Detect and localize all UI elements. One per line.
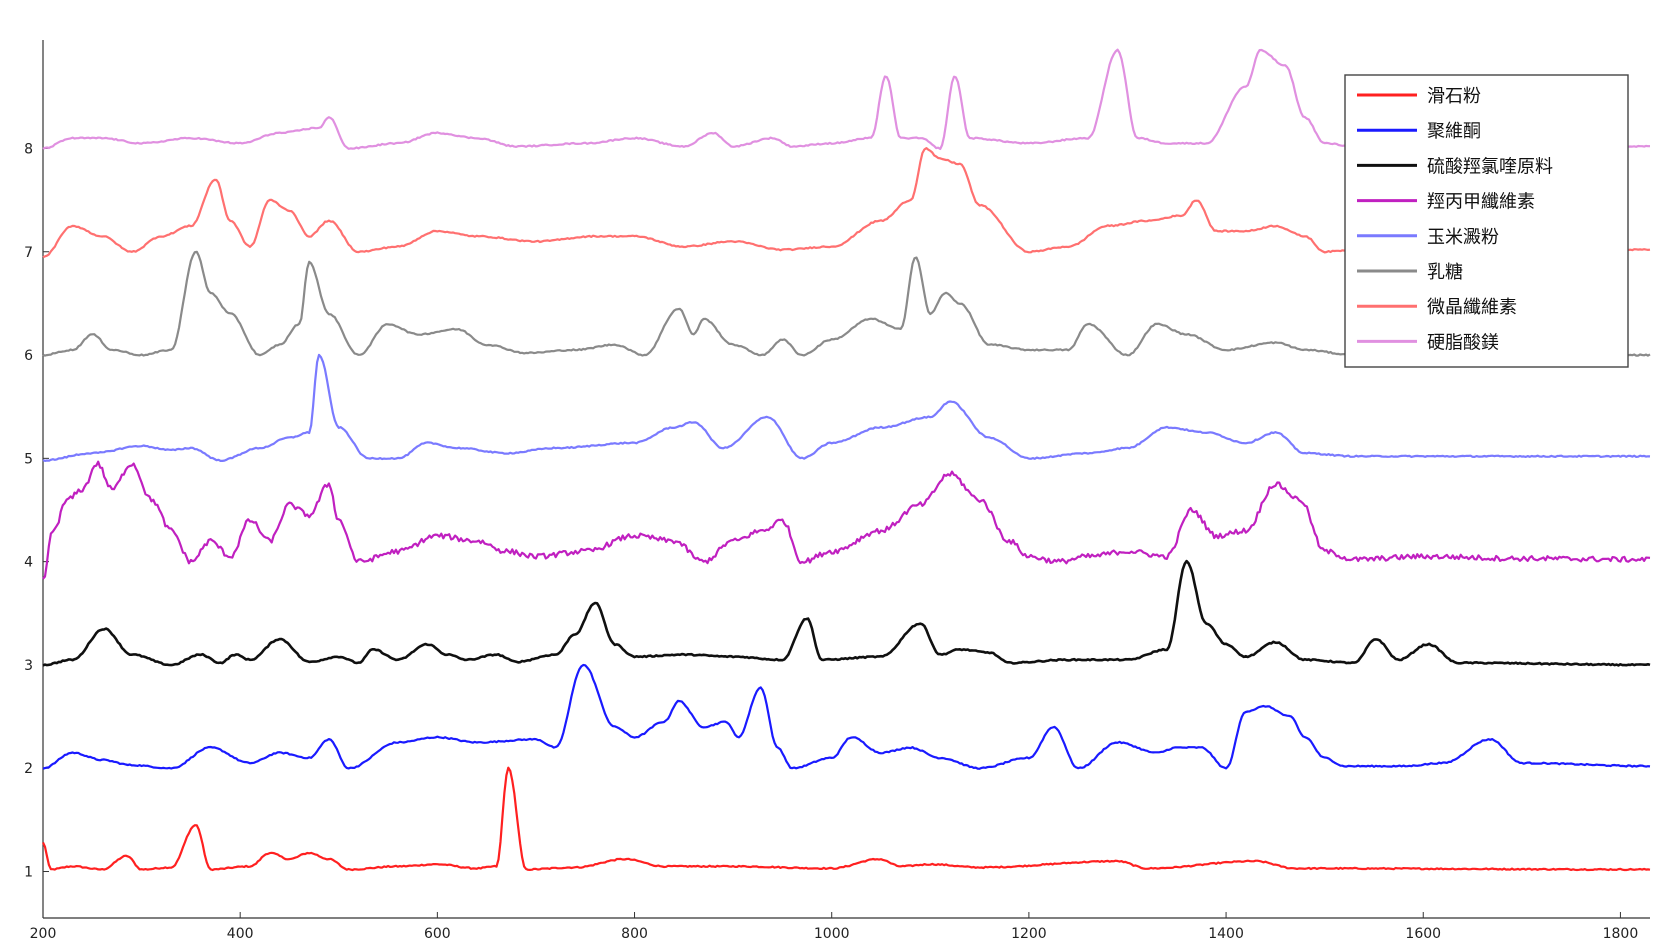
y-tick-label: 6	[24, 348, 33, 364]
series-line-5	[42, 353, 1651, 462]
legend-label: 玉米澱粉	[1427, 227, 1499, 248]
x-tick-label: 1400	[1208, 926, 1244, 942]
legend-label: 聚維酮	[1427, 121, 1481, 142]
x-tick-label: 200	[30, 926, 57, 942]
legend-label: 微晶纖維素	[1427, 297, 1517, 318]
y-tick-label: 2	[24, 761, 33, 777]
x-tick-label: 800	[621, 926, 648, 942]
legend-label: 羥丙甲纖維素	[1427, 192, 1535, 213]
x-tick-label: 600	[424, 926, 451, 942]
y-tick-label: 1	[24, 865, 33, 881]
series-line-1	[41, 766, 1651, 872]
series-line-2	[42, 663, 1651, 770]
y-tick-label: 5	[24, 451, 33, 467]
x-tick-label: 1000	[814, 926, 850, 942]
x-tick-label: 1800	[1603, 926, 1639, 942]
legend-label: 硬脂酸鎂	[1427, 332, 1499, 353]
series-line-3	[42, 559, 1651, 667]
series-line-4	[42, 460, 1651, 580]
x-tick-label: 1200	[1011, 926, 1047, 942]
legend-label: 滑石粉	[1427, 86, 1481, 107]
y-tick-label: 7	[24, 245, 33, 261]
legend-label: 乳糖	[1427, 262, 1463, 283]
legend-label: 硫酸羥氯喹原料	[1427, 156, 1553, 177]
y-tick-label: 8	[24, 141, 33, 157]
axes: 200 400 600 800 1000 1200 1400 1600 1800 1 2 3 4 5 6 7 8	[24, 40, 1650, 942]
legend-box	[1344, 74, 1629, 368]
x-tick-label: 1600	[1405, 926, 1441, 942]
x-tick-label: 400	[227, 926, 254, 942]
y-tick-label: 3	[24, 658, 33, 674]
y-tick-label: 4	[24, 555, 33, 571]
